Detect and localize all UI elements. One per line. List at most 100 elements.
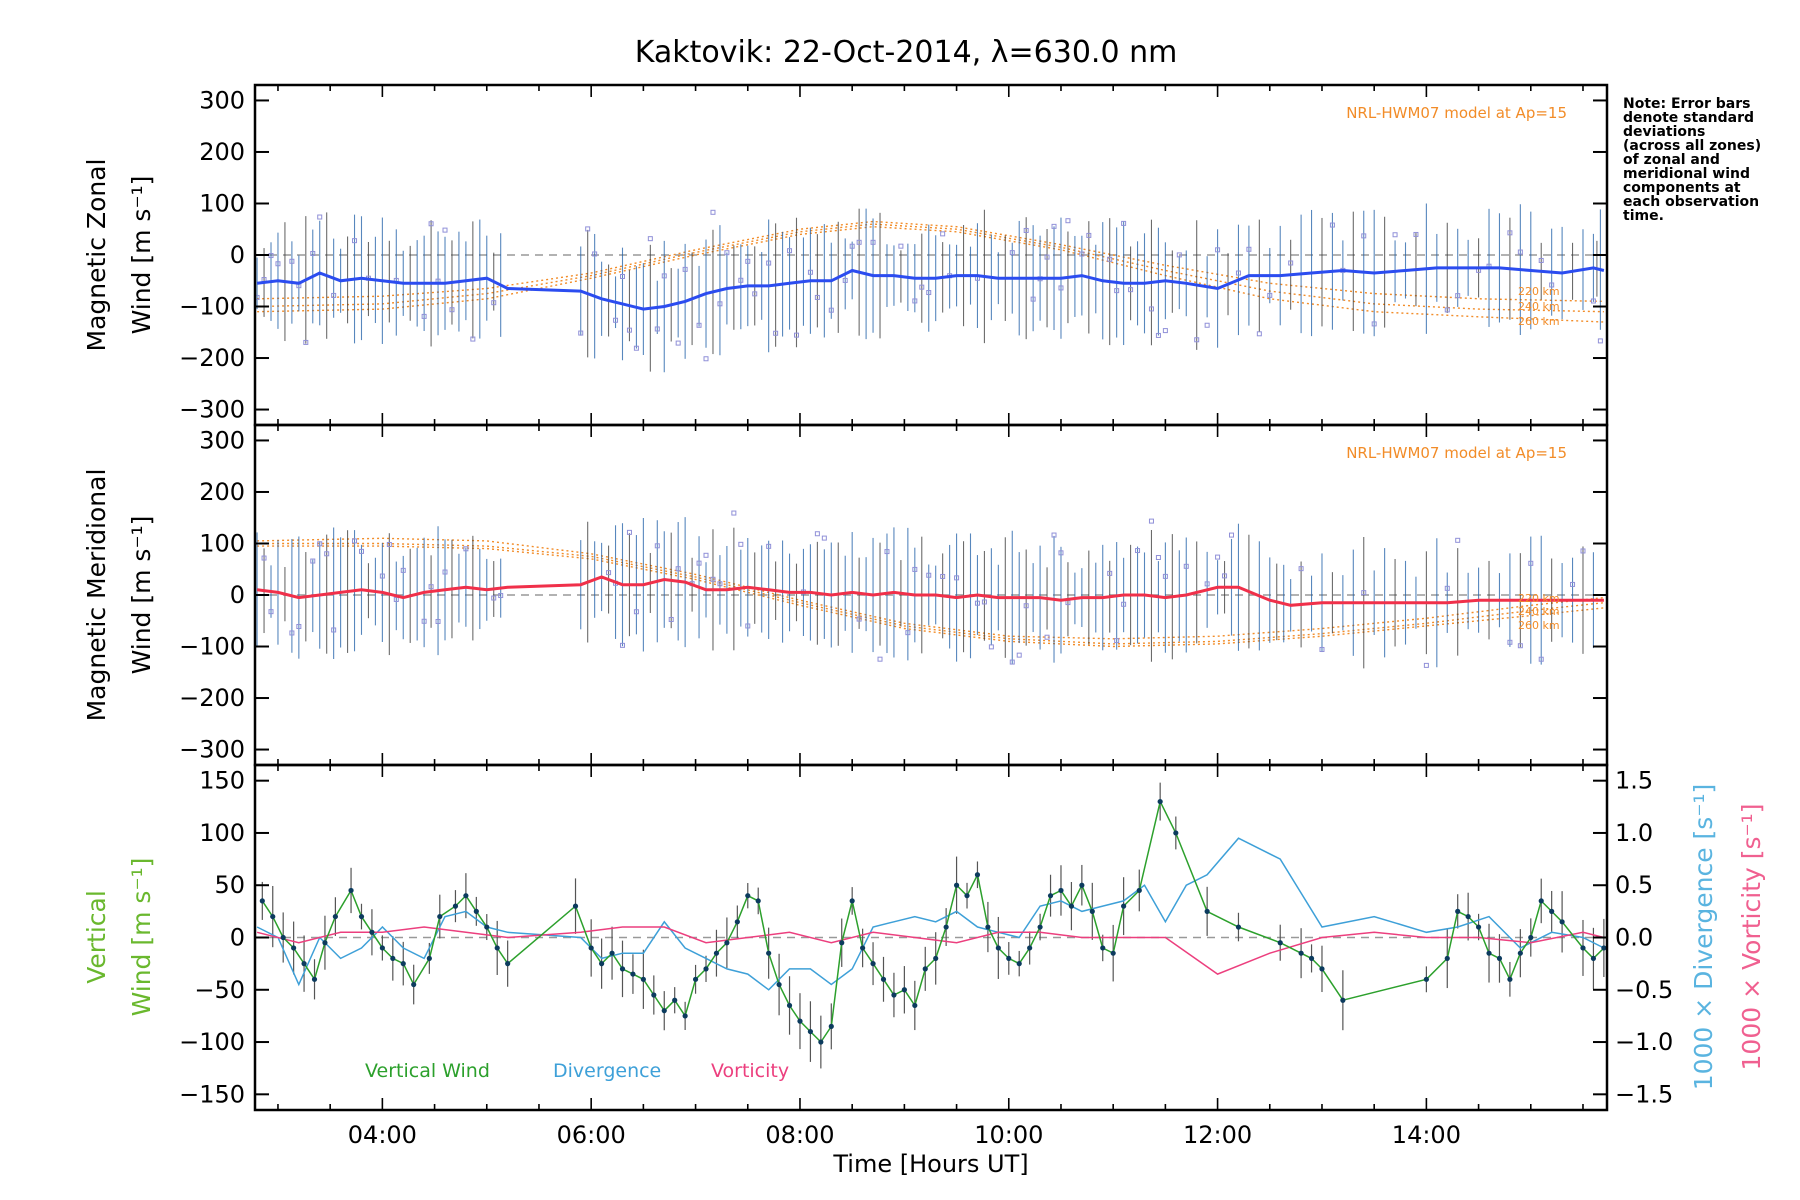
vertical-wind-point [839, 940, 845, 946]
note-line: deviations [1623, 124, 1705, 140]
vertical-wind-point [1465, 913, 1471, 920]
zone-sample [1371, 321, 1377, 327]
meridional-ylabel: Magnetic Meridional [82, 469, 111, 722]
vertical-wind-point [1298, 950, 1304, 956]
zone-sample [428, 221, 434, 227]
zone-sample [1128, 287, 1134, 293]
vertical-wind-point [1423, 976, 1429, 982]
zonal-wind-line [256, 266, 1605, 311]
zone-sample [1413, 231, 1419, 237]
zone-sample [1444, 307, 1450, 313]
model-curve-260km [257, 545, 1604, 648]
zone-sample [884, 549, 890, 555]
vertical-wind-point [797, 1018, 803, 1024]
vertical-wind-point [640, 976, 646, 982]
zone-sample [585, 226, 591, 232]
vertical-wind-point [912, 1002, 918, 1009]
note-line: of zonal and [1623, 152, 1720, 168]
vertical-wind-point [505, 961, 511, 967]
y-tick-label: 300 [199, 86, 245, 114]
legend-vertical-wind: Vertical Wind [365, 1060, 490, 1082]
zone-sample [1256, 331, 1262, 337]
zone-sample [386, 541, 392, 547]
y2-tick-label: 0.0 [1615, 924, 1653, 952]
zone-sample [1235, 270, 1241, 276]
zone-sample [1361, 233, 1367, 239]
zone-sample [261, 555, 267, 561]
zone-sample [626, 327, 632, 333]
divergence-ylabel: 1000 × Divergence [s⁻¹] [1689, 784, 1718, 1091]
zone-sample [1155, 332, 1161, 338]
vertical-wind-point [1027, 945, 1033, 951]
zone-sample [1023, 603, 1029, 609]
zone-sample [379, 573, 385, 579]
vertical-wind-point [1340, 997, 1346, 1003]
vertical-wind-point [437, 913, 443, 920]
vertical-wind-point [724, 940, 730, 946]
zone-sample [647, 236, 653, 242]
zone-sample [626, 529, 632, 535]
vertical-y2-ticks: 1.5 1.0 0.5 0.0 −0.5 −1.0 −1.5 [1593, 767, 1673, 1108]
y-tick-label: 100 [199, 189, 245, 217]
meridional-ylabel-unit: Wind [m s⁻¹] [127, 516, 156, 675]
vertical-wind-point [1549, 908, 1555, 914]
alt-label: 260 km [1518, 619, 1560, 632]
zone-sample [1107, 570, 1113, 576]
vertical-wind-point [494, 945, 500, 951]
vertical-wind-point [463, 893, 469, 899]
y-tick-label: −100 [179, 293, 245, 321]
y-tick-label: −100 [179, 1028, 245, 1056]
vertical-wind-line [261, 799, 1605, 1044]
zone-sample [463, 546, 469, 552]
alt-label: 240 km [1518, 605, 1560, 618]
vertical-wind-point [1079, 882, 1085, 888]
zone-sample [898, 243, 904, 249]
zone-sample [1570, 581, 1576, 587]
zone-sample [668, 616, 674, 622]
zone-sample [1155, 555, 1161, 561]
vertical-wind-point [1538, 898, 1544, 904]
y-tick-label: −100 [179, 633, 245, 661]
zone-sample [1361, 590, 1367, 596]
zone-sample [717, 301, 723, 307]
zone-sample [619, 642, 625, 648]
y-tick-label: 0 [230, 924, 245, 952]
zone-sample [703, 356, 709, 362]
vertical-wind-point [828, 1023, 834, 1029]
vertical-wind-point [619, 966, 626, 972]
vertical-wind-point [1601, 945, 1607, 951]
zone-sample [296, 623, 302, 629]
zone-sample [1329, 222, 1335, 228]
vertical-plot-area [255, 782, 1607, 1069]
vertical-wind-point [1006, 955, 1012, 962]
zone-sample [268, 609, 274, 615]
zone-sample [324, 551, 330, 557]
zone-sample [592, 251, 598, 257]
vertical-wind-point [1136, 887, 1142, 894]
zone-sample [717, 581, 723, 587]
vertical-wind-point [379, 945, 385, 951]
note-line: meridional wind [1623, 166, 1750, 182]
vertical-wind-point [849, 898, 855, 904]
vertical-wind-point [985, 924, 991, 930]
vertical-wind-point [348, 887, 354, 894]
x-tick-label: 06:00 [557, 1121, 626, 1149]
vertical-wind-point [1157, 798, 1163, 805]
zone-sample [1455, 537, 1461, 543]
vertical-wind-point [1235, 924, 1242, 930]
zone-sample [275, 261, 281, 267]
zonal-ylabel-unit: Wind [m s⁻¹] [127, 176, 156, 335]
zone-sample [1148, 518, 1154, 524]
zone-sample [675, 566, 681, 572]
zone-sample [1009, 250, 1015, 256]
zone-sample [710, 576, 716, 582]
y-tick-label: 100 [199, 529, 245, 557]
zone-sample [828, 307, 834, 313]
zone-sample [954, 575, 960, 581]
vertical-wind-point [400, 961, 406, 967]
zone-sample [400, 567, 406, 573]
zonal-panel: 300 200 100 0 −100 −200 −300 NRL-HWM07 model a… [82, 83, 1609, 427]
vertical-wind-point [1089, 908, 1095, 914]
zone-sample [393, 596, 399, 602]
vertical-wind-point [807, 1028, 814, 1035]
